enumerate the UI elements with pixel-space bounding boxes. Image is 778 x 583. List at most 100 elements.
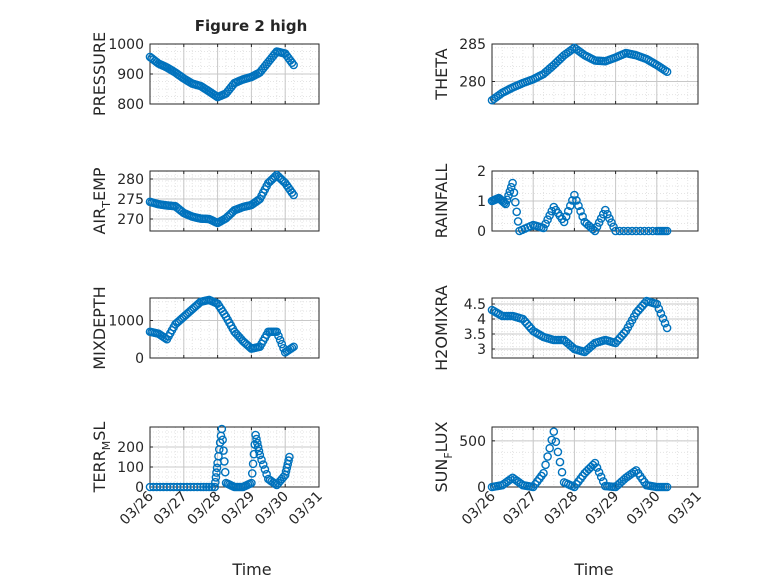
data-point [219,446,228,455]
data-point [598,209,608,219]
data-point [603,209,612,219]
data-point [509,188,519,197]
y-tick-label: 280 [459,75,486,91]
data-point [258,460,268,469]
data-point [212,468,221,477]
data-point [660,318,670,328]
data-point [254,446,264,456]
figure-title: Figure 2 high [195,17,308,35]
data-point [284,456,293,465]
data-point [559,217,569,227]
data-point [551,437,561,447]
data-point [636,226,645,236]
data-point [596,472,606,482]
data-point [553,447,563,457]
axes-box [491,297,699,359]
y-tick-label: 285 [459,37,486,53]
y-axis-label: MIXDEPTH [90,286,109,369]
data-point [619,226,629,236]
data-point [202,482,211,492]
y-tick-label: 200 [117,440,144,456]
y-tick-label: 4 [477,312,486,328]
data-point [541,219,550,229]
data-point [594,467,604,477]
data-point [539,468,548,478]
data-point [289,190,298,200]
y-tick-label: 270 [117,212,144,228]
data-point [631,226,641,236]
data-point [596,214,606,223]
data-point [220,457,229,466]
data-point [248,459,258,469]
data-point [565,201,575,211]
data-point [611,226,620,236]
data-point [662,323,672,333]
data-point [590,458,600,468]
data-point [541,460,550,470]
y-tick-label: 1000 [108,37,144,53]
data-point [272,327,282,337]
data-point [511,197,520,207]
data-point [270,172,280,181]
data-point [568,44,577,54]
y-tick-label: 100 [117,460,144,476]
y-tick-label: 3 [477,342,486,358]
data-point [217,424,227,434]
data-point [545,211,554,220]
y-tick-label: 1000 [108,314,144,330]
data-point [212,463,222,473]
data-point [252,434,261,444]
data-point [539,223,548,233]
y-tick-label: 4.5 [464,297,486,313]
data-point [640,226,649,236]
data-point [277,339,287,349]
data-point [555,457,565,467]
data-point [274,331,283,341]
data-point [502,195,512,205]
data-point [543,215,552,224]
y-tick-label: 0 [477,480,486,496]
data-point [627,226,637,236]
data-point [211,477,220,487]
data-point [656,309,666,318]
data-point [605,214,614,223]
x-axis-label-right: Time [573,560,613,579]
subplot-6: 33.544.5 H2OMIXRA [432,285,699,371]
data-point [255,450,265,460]
data-point [660,66,670,75]
data-point [513,217,523,226]
data-point [289,60,298,70]
y-axis-label: TERRMSL [90,422,113,494]
y-tick-label: 3.5 [464,327,486,343]
data-point [287,343,297,353]
data-point [574,201,583,211]
data-point [609,222,618,232]
data-point [640,299,649,308]
data-point [506,474,515,484]
data-point [658,314,668,323]
data-point [247,478,256,488]
data-point [501,199,511,209]
y-tick-label: 0 [477,224,486,240]
data-point [557,467,567,477]
data-point [592,222,602,232]
y-axis-label: SUNFLUX [432,421,455,492]
data-point [619,329,629,338]
data-point [287,58,297,68]
data-point [601,205,610,215]
data-point [652,299,662,309]
data-point [289,342,298,352]
data-point [662,226,672,236]
subplot-4: 0 1 2 RAINFALL [432,164,699,240]
y-tick-label: 0 [135,351,144,367]
data-point [199,482,208,492]
data-point [547,435,557,445]
data-point [512,207,522,217]
data-point [572,196,581,205]
y-axis-label: THETA [432,48,451,100]
y-tick-label: 280 [117,172,144,188]
